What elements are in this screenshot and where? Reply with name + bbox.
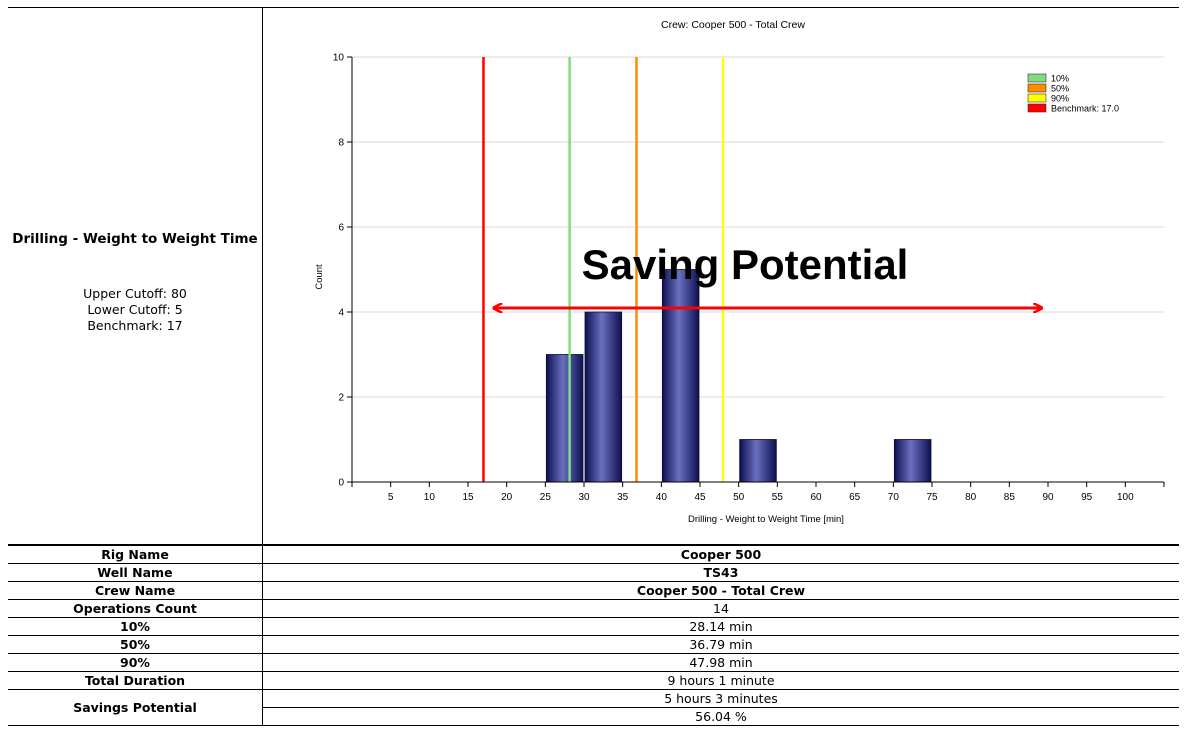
benchmark-value: Benchmark: 17 <box>87 318 183 333</box>
stats-label: Crew Name <box>8 581 263 600</box>
savings-potential-percent: 56.04 % <box>262 707 1179 726</box>
stats-label: Operations Count <box>8 599 263 618</box>
stats-value: 14 <box>262 599 1179 618</box>
stats-label: 50% <box>8 635 263 654</box>
legend-label: 10% <box>1051 74 1069 84</box>
x-tick-label: 35 <box>617 492 629 503</box>
stats-value: Cooper 500 - Total Crew <box>262 581 1179 600</box>
stats-row: Rig Name Cooper 500 <box>8 545 1179 564</box>
metric-title: Drilling - Weight to Weight Time <box>12 231 258 247</box>
upper-cutoff: Upper Cutoff: 80 <box>83 286 187 301</box>
x-tick-label: 20 <box>501 492 513 503</box>
x-tick-labels: 5 10 15 20 25 30 35 40 45 50 55 60 65 70 75 80 85 90 95 100 <box>388 492 1134 503</box>
x-tick-label: 30 <box>578 492 590 503</box>
y-tick-label: 2 <box>338 393 344 404</box>
legend-label: 50% <box>1051 84 1069 94</box>
stats-value: 47.98 min <box>262 653 1179 672</box>
stats-row: Operations Count 14 <box>8 599 1179 618</box>
stats-row: Total Duration 9 hours 1 minute <box>8 671 1179 690</box>
x-tick-label: 75 <box>926 492 938 503</box>
x-tick-label: 95 <box>1081 492 1093 503</box>
y-tick-label: 6 <box>338 223 344 234</box>
cutoff-info: Upper Cutoff: 80 Lower Cutoff: 5 Benchma… <box>8 286 262 334</box>
legend-swatch <box>1027 103 1047 113</box>
bars <box>545 269 932 483</box>
x-tick-label: 80 <box>965 492 977 503</box>
y-tick-label: 0 <box>338 478 344 489</box>
reference-lines <box>482 57 725 482</box>
histogram-bar <box>739 439 777 483</box>
savings-potential-label: Savings Potential <box>8 689 263 726</box>
stats-value: Cooper 500 <box>262 545 1179 564</box>
x-tick-label: 10 <box>424 492 436 503</box>
stats-row: Savings Potential 5 hours 3 minutes <box>8 689 1179 726</box>
x-tick-label: 70 <box>888 492 900 503</box>
stats-row: 10% 28.14 min <box>8 617 1179 636</box>
x-tick-label: 60 <box>810 492 822 503</box>
histogram-bar <box>545 354 584 483</box>
x-tick-label: 65 <box>849 492 861 503</box>
histogram-chart: Crew: Cooper 500 - Total Crew 5 10 15 20 25 3… <box>314 19 1165 525</box>
y-tick-label: 4 <box>338 308 344 319</box>
saving-potential-label: Saving Potential <box>582 241 909 288</box>
x-tick-label: 15 <box>462 492 474 503</box>
y-tick-label: 10 <box>333 53 345 64</box>
stats-label: 10% <box>8 617 263 636</box>
stats-label: 90% <box>8 653 263 672</box>
x-tick-label: 100 <box>1117 492 1134 503</box>
y-tick-label: 8 <box>338 138 344 149</box>
stats-row: 90% 47.98 min <box>8 653 1179 672</box>
report: Drilling - Weight to Weight Time Upper C… <box>8 7 1179 726</box>
x-tick-label: 50 <box>733 492 745 503</box>
y-tick-labels: 0 2 4 6 8 10 <box>333 53 345 489</box>
stats-value: 9 hours 1 minute <box>262 671 1179 690</box>
stats-table: Rig Name Cooper 500 Well Name TS43 Crew Name… <box>8 545 1179 726</box>
metric-panel: Drilling - Weight to Weight Time Upper C… <box>8 8 263 545</box>
chart-title: Crew: Cooper 500 - Total Crew <box>661 19 805 31</box>
y-axis-label: Count <box>314 264 325 290</box>
stats-row: Crew Name Cooper 500 - Total Crew <box>8 581 1179 600</box>
stats-label: Rig Name <box>8 545 263 564</box>
stats-row: 56.04 % <box>8 707 1179 726</box>
x-tick-label: 45 <box>694 492 706 503</box>
stats-value: 36.79 min <box>262 635 1179 654</box>
legend-label: Benchmark: 17.0 <box>1051 104 1119 114</box>
stats-label: Well Name <box>8 563 263 582</box>
histogram-bar <box>661 269 700 483</box>
stats-row: Well Name TS43 <box>8 563 1179 582</box>
legend: 10%50%90%Benchmark: 17.0 <box>1027 73 1119 114</box>
x-tick-label: 90 <box>1042 492 1054 503</box>
legend-swatch <box>1027 93 1047 103</box>
stats-row: 50% 36.79 min <box>8 635 1179 654</box>
legend-swatch <box>1027 73 1047 83</box>
x-tick-label: 40 <box>656 492 668 503</box>
x-tick-label: 25 <box>540 492 552 503</box>
histogram-bar <box>584 311 623 483</box>
legend-swatch <box>1027 83 1047 93</box>
histogram-bar <box>893 439 932 483</box>
lower-cutoff: Lower Cutoff: 5 <box>87 302 183 317</box>
x-axis-label: Drilling - Weight to Weight Time [min] <box>688 514 844 525</box>
x-tick-label: 85 <box>1004 492 1016 503</box>
x-tick-label: 55 <box>772 492 784 503</box>
stats-label: Total Duration <box>8 671 263 690</box>
x-tick-label: 5 <box>388 492 394 503</box>
axes <box>347 56 1165 487</box>
stats-value: TS43 <box>262 563 1179 582</box>
stats-value: 28.14 min <box>262 617 1179 636</box>
chart-section: Drilling - Weight to Weight Time Upper C… <box>8 7 1179 545</box>
legend-label: 90% <box>1051 94 1069 104</box>
savings-potential-duration: 5 hours 3 minutes <box>262 689 1179 708</box>
